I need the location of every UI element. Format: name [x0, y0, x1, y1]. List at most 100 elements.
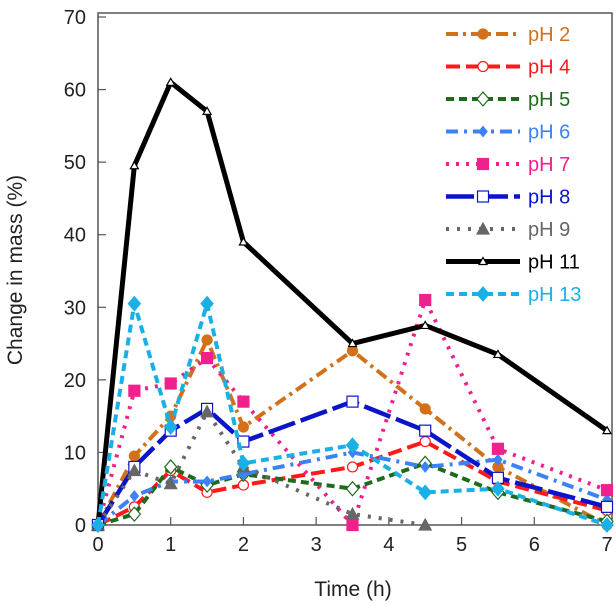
x-tick-label: 3: [311, 534, 322, 556]
x-tick-label: 6: [529, 534, 540, 556]
data-point-ph-4: [346, 461, 359, 473]
x-tick-label: 5: [456, 534, 467, 556]
legend-marker: [475, 221, 491, 235]
y-tick-label: 30: [64, 297, 86, 319]
data-point-ph-8: [237, 435, 250, 448]
legend-item-ph-4: pH 4: [446, 57, 570, 79]
x-tick-label: 7: [601, 534, 612, 556]
data-point-ph-7: [419, 293, 432, 307]
data-point-ph-9: [345, 506, 360, 520]
legend-marker: [478, 125, 488, 138]
data-point-ph-7: [491, 442, 505, 455]
y-axis-label: Change in mass (%): [4, 175, 27, 365]
legend-label: pH 9: [528, 219, 570, 241]
data-point-ph-11: [420, 320, 431, 330]
data-point-ph-7: [600, 484, 614, 497]
legend-marker: [477, 256, 489, 266]
data-point-ph-11: [238, 236, 249, 246]
y-tick-label: 20: [64, 370, 86, 392]
data-point-ph-11: [129, 160, 140, 170]
data-point-ph-8: [419, 424, 432, 437]
legend-label: pH 7: [528, 154, 570, 176]
series-line-ph-9: [96, 409, 426, 527]
series-line-ph-13: [96, 301, 608, 527]
data-point-ph-7: [346, 518, 359, 532]
legend-item-ph-13: pH 13: [446, 284, 581, 306]
data-point-ph-9: [200, 404, 215, 418]
x-tick-label: 2: [238, 534, 249, 556]
data-point-ph-7: [200, 351, 214, 365]
legend-marker: [476, 157, 490, 171]
y-tick-label: 10: [64, 442, 86, 464]
series-ph-9: [90, 404, 433, 531]
series-line-ph-7: [96, 298, 608, 527]
data-point-ph-11: [347, 338, 358, 348]
data-point-ph-13: [200, 295, 214, 312]
data-point-ph-2: [201, 334, 213, 346]
legend-label: pH 13: [528, 284, 581, 306]
data-point-ph-7: [237, 395, 250, 408]
data-point-ph-4: [419, 435, 431, 448]
data-point-ph-13: [91, 517, 105, 533]
legend-label: pH 4: [528, 57, 570, 79]
legend-item-ph-5: pH 5: [446, 89, 570, 111]
data-point-ph-5: [345, 480, 360, 497]
x-tick-label: 1: [165, 534, 176, 556]
data-point-ph-8: [600, 500, 614, 513]
data-point-ph-6: [129, 490, 140, 502]
data-point-ph-7: [128, 384, 141, 397]
x-axis-label: Time (h): [314, 578, 391, 601]
data-point-ph-11: [165, 77, 176, 86]
data-point-ph-9: [127, 463, 142, 477]
legend-item-ph-9: pH 9: [446, 219, 570, 241]
series-line-ph-6: [96, 450, 608, 527]
legend-label: pH 11: [528, 252, 580, 274]
y-tick-label: 60: [64, 80, 86, 102]
legend-label: pH 2: [528, 24, 570, 46]
data-point-ph-13: [418, 484, 433, 501]
legend-marker: [476, 190, 490, 203]
data-point-ph-6: [202, 475, 212, 488]
legend-marker: [476, 91, 490, 107]
data-point-ph-6: [420, 460, 430, 473]
data-point-ph-2: [237, 421, 250, 433]
y-tick-label: 40: [64, 225, 86, 247]
data-point-ph-9: [163, 476, 178, 490]
data-point-ph-2: [346, 345, 359, 357]
series-ph-13: [91, 295, 614, 533]
data-point-ph-7: [164, 377, 177, 390]
data-point-ph-13: [127, 295, 142, 312]
y-tick-label: 0: [75, 515, 86, 537]
data-point-ph-2: [419, 403, 431, 415]
legend-item-ph-11: pH 11: [446, 252, 580, 274]
legend-item-ph-8: pH 8: [446, 187, 570, 209]
legend-item-ph-2: pH 2: [446, 24, 570, 46]
data-point-ph-5: [127, 506, 142, 523]
legend-item-ph-7: pH 7: [446, 154, 570, 176]
data-point-ph-13: [236, 455, 251, 472]
legend-marker: [477, 60, 489, 73]
data-point-ph-5: [163, 459, 178, 475]
y-tick-label: 70: [64, 7, 86, 29]
x-tick-label: 0: [92, 534, 103, 556]
data-point-ph-13: [600, 517, 614, 533]
legend-label: pH 8: [528, 187, 570, 209]
data-point-ph-11: [492, 349, 503, 359]
data-point-ph-11: [601, 425, 613, 435]
x-tick-label: 4: [383, 534, 394, 556]
data-point-ph-13: [345, 437, 360, 454]
legend-label: pH 5: [528, 89, 570, 111]
legend-marker: [477, 28, 489, 40]
legend-marker: [476, 286, 490, 302]
data-point-ph-9: [418, 517, 433, 531]
data-point-ph-13: [163, 419, 178, 435]
data-point-ph-6: [493, 453, 503, 466]
data-point-ph-8: [346, 395, 359, 408]
data-point-ph-11: [202, 106, 213, 115]
legend-item-ph-6: pH 6: [446, 122, 570, 144]
y-tick-label: 50: [64, 152, 86, 174]
legend-label: pH 6: [528, 122, 570, 144]
data-point-ph-2: [128, 450, 140, 462]
data-point-ph-13: [491, 480, 505, 497]
